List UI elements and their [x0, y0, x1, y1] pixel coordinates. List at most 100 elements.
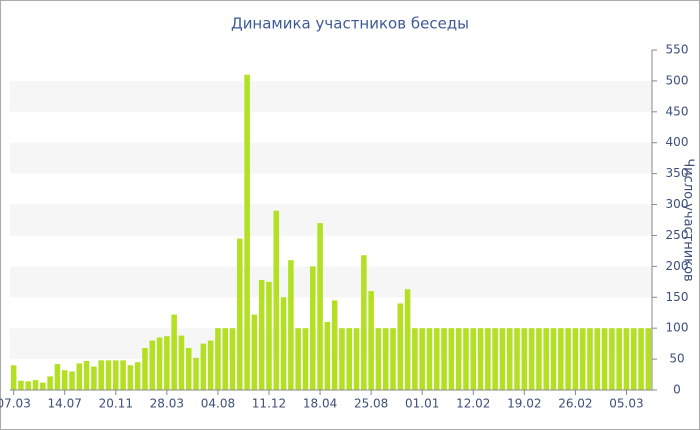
- bar: [185, 347, 192, 390]
- bar: [616, 328, 622, 390]
- y-tick-label: 300: [666, 197, 689, 211]
- bar: [200, 343, 207, 390]
- bar: [47, 376, 53, 390]
- x-tick-label: 01.01: [405, 397, 439, 411]
- bar: [134, 362, 141, 390]
- bar: [295, 328, 301, 390]
- bar: [375, 328, 382, 390]
- bar: [382, 328, 389, 390]
- bar: [543, 328, 549, 390]
- bar: [244, 74, 250, 391]
- bar: [309, 266, 316, 390]
- bar: [149, 340, 156, 390]
- y-tick-label: 400: [666, 135, 689, 149]
- x-tick-label: 25.08: [354, 397, 388, 411]
- bar: [601, 328, 608, 390]
- grid-band: [10, 80, 652, 112]
- x-tick-label: 20.11: [99, 397, 133, 411]
- bar: [492, 328, 498, 390]
- bar: [463, 328, 469, 390]
- bar: [288, 260, 294, 390]
- bar: [98, 360, 104, 390]
- bar: [572, 328, 579, 390]
- bar: [215, 328, 221, 390]
- y-tick-label: 100: [666, 321, 689, 335]
- bar: [579, 328, 586, 390]
- y-tick-label: 550: [666, 43, 689, 57]
- grid-band: [10, 142, 652, 174]
- bar: [18, 380, 24, 390]
- bar: [324, 322, 331, 390]
- y-tick-label: 0: [673, 383, 681, 397]
- grid-band: [10, 266, 652, 298]
- bar: [477, 328, 484, 390]
- grid-band: [10, 204, 652, 236]
- x-tick-label: 19.02: [507, 397, 541, 411]
- bar: [506, 328, 513, 390]
- bar: [346, 328, 353, 390]
- bar: [514, 328, 520, 390]
- bar: [485, 328, 491, 390]
- y-tick-label: 500: [666, 73, 689, 87]
- bar: [142, 347, 148, 390]
- bar: [390, 328, 396, 390]
- y-tick-label: 450: [666, 104, 689, 118]
- bar: [251, 314, 258, 390]
- bar: [558, 328, 564, 390]
- bar: [587, 328, 593, 390]
- bar: [229, 328, 236, 390]
- bar: [609, 328, 615, 390]
- bar: [69, 371, 75, 390]
- bar: [258, 279, 265, 390]
- bar: [368, 291, 374, 390]
- bar: [178, 335, 185, 390]
- bar: [361, 255, 367, 390]
- bar: [302, 328, 309, 390]
- chart-title: Динамика участников беседы: [231, 15, 469, 33]
- bar: [280, 297, 287, 390]
- bar: [412, 328, 418, 390]
- x-tick-label: 04.08: [201, 397, 235, 411]
- x-tick-label: 14.07: [48, 397, 82, 411]
- bar: [54, 364, 61, 390]
- bar: [193, 357, 199, 390]
- y-tick-label: 200: [666, 259, 689, 273]
- bar: [638, 328, 644, 390]
- bar: [426, 328, 433, 390]
- x-tick-label: 05.03: [609, 397, 643, 411]
- bar: [10, 365, 17, 390]
- bar: [25, 381, 32, 390]
- bar: [397, 303, 404, 390]
- bar: [113, 360, 119, 390]
- y-tick-label: 50: [669, 352, 684, 366]
- bar: [40, 382, 46, 390]
- bar: [171, 314, 177, 390]
- x-tick-label: 28.03: [150, 397, 184, 411]
- bar: [499, 328, 506, 390]
- x-tick-label: 07.03: [0, 397, 31, 411]
- bar: [630, 328, 637, 390]
- bar: [470, 328, 477, 390]
- bar: [353, 328, 360, 390]
- bar: [455, 328, 462, 390]
- bar: [521, 328, 528, 390]
- y-tick-label: 350: [666, 166, 689, 180]
- bar: [127, 365, 134, 390]
- x-tick-label: 11.12: [252, 397, 286, 411]
- bar: [207, 340, 214, 390]
- x-tick-label: 18.04: [303, 397, 337, 411]
- bar: [105, 360, 112, 390]
- x-tick-label: 26.02: [558, 397, 592, 411]
- bar: [441, 328, 447, 390]
- bar: [317, 223, 323, 390]
- x-tick-label: 12.02: [456, 397, 490, 411]
- y-axis-label: Число участников: [681, 158, 696, 281]
- bar: [448, 328, 455, 390]
- bar: [331, 300, 338, 390]
- bar: [645, 328, 652, 390]
- bar: [273, 210, 280, 390]
- bar: [164, 336, 170, 390]
- bar: [91, 366, 97, 390]
- bar: [339, 328, 345, 390]
